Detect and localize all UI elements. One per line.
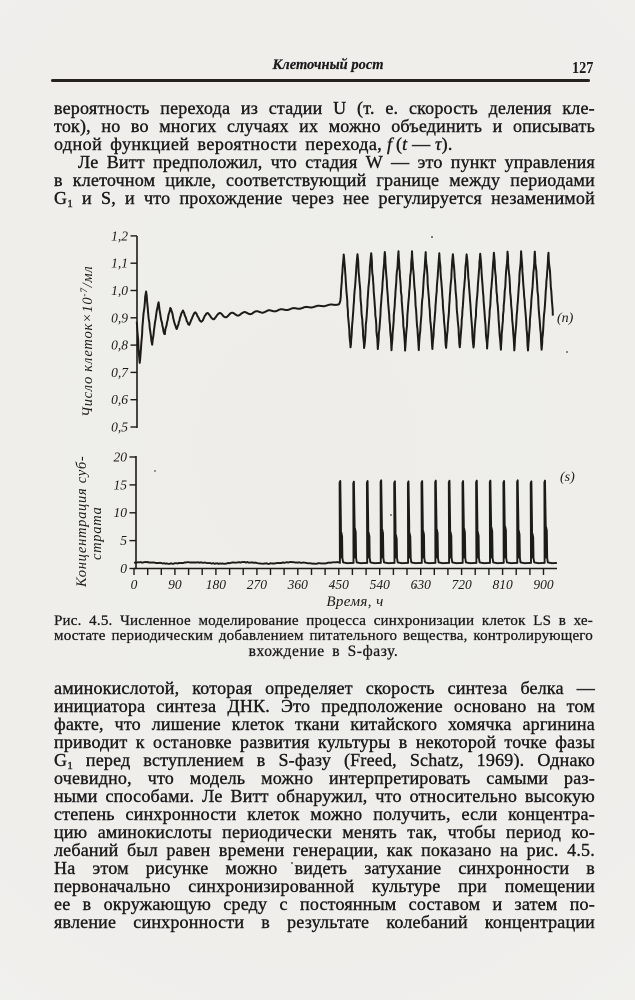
svg-text:1,2: 1,2	[111, 228, 128, 243]
svg-text:1,0: 1,0	[111, 283, 128, 298]
svg-text:20: 20	[114, 450, 128, 465]
svg-text:1,1: 1,1	[111, 256, 128, 271]
svg-text:5: 5	[120, 533, 127, 548]
svg-text:15: 15	[114, 477, 128, 492]
svg-text:360: 360	[287, 577, 309, 592]
svg-text:страта: страта	[89, 506, 105, 560]
svg-text:(s): (s)	[560, 470, 575, 485]
svg-text:0,5: 0,5	[111, 420, 128, 435]
svg-text:0,7: 0,7	[111, 365, 129, 380]
svg-text:0: 0	[131, 577, 138, 592]
svg-text:0: 0	[120, 561, 127, 576]
svg-text:0,8: 0,8	[111, 338, 128, 353]
svg-text:720: 720	[451, 577, 472, 592]
svg-text:Время, ч: Время, ч	[326, 594, 383, 610]
svg-text:630: 630	[411, 577, 432, 592]
svg-text:0,6: 0,6	[111, 392, 128, 407]
svg-text:90: 90	[168, 577, 182, 592]
svg-text:Концентрация суб-: Концентрация суб-	[74, 456, 90, 588]
svg-text:450: 450	[329, 577, 350, 592]
svg-text:270: 270	[247, 577, 268, 592]
svg-text:810: 810	[492, 577, 513, 592]
svg-text:900: 900	[533, 577, 554, 592]
svg-text:Число клеток×10-7/мл: Число клеток×10-7/мл	[80, 266, 96, 417]
svg-text:180: 180	[206, 577, 227, 592]
svg-text:540: 540	[370, 577, 391, 592]
svg-text:0,9: 0,9	[111, 310, 128, 325]
svg-text:(n): (n)	[557, 311, 574, 326]
svg-text:10: 10	[114, 505, 128, 520]
